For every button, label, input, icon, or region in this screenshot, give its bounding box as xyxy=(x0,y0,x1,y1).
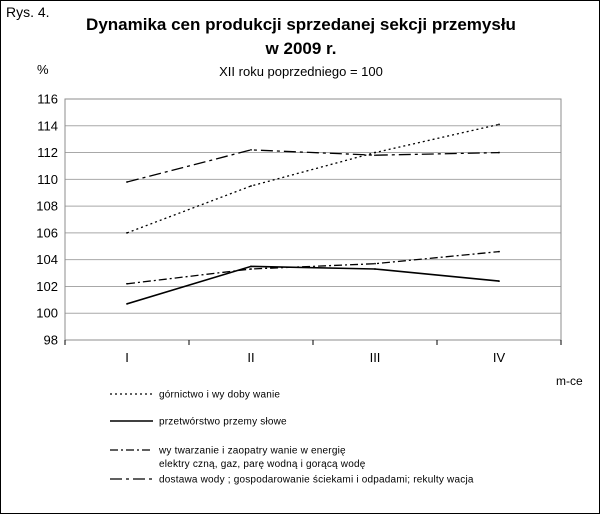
series-3-point-I xyxy=(126,282,128,285)
y-tick-label-108: 108 xyxy=(36,199,58,214)
series-4-point-III xyxy=(374,154,376,157)
y-tick-label-110: 110 xyxy=(37,172,58,187)
series-line-2 xyxy=(126,265,500,305)
series-3-point-III xyxy=(374,262,376,265)
series-1-point-IV xyxy=(498,123,500,126)
y-tick-label-100: 100 xyxy=(36,306,58,321)
y-tick-label-106: 106 xyxy=(36,225,58,240)
y-tick-label-116: 116 xyxy=(37,92,58,107)
series-line-3 xyxy=(126,250,500,285)
series-2-point-II xyxy=(250,265,252,268)
series-4-point-I xyxy=(126,181,128,183)
series-3-point-IV xyxy=(498,250,500,253)
series-2-point-I xyxy=(126,302,128,305)
series-line-1 xyxy=(126,123,500,234)
y-tick-label-114: 114 xyxy=(37,118,58,133)
series-4-point-IV xyxy=(498,151,500,154)
legend-label-2: przetwórstwo przemy słowe xyxy=(159,417,287,428)
series-2-point-IV xyxy=(498,280,500,282)
legend-label-3-line2: elektry czną, gaz, parę wodną i gorącą w… xyxy=(159,459,366,470)
x-tick-label-III: III xyxy=(370,350,381,365)
y-tick-label-104: 104 xyxy=(36,252,58,267)
legend-label-4: dostawa wody ; gospodarowanie ściekami i… xyxy=(159,475,474,486)
legend-label-1: górnictwo i wy doby wanie xyxy=(159,390,280,401)
series-3-point-II xyxy=(250,268,252,270)
y-tick-label-98: 98 xyxy=(44,333,58,348)
series-line-4 xyxy=(126,149,500,183)
x-tick-label-I: I xyxy=(125,350,129,365)
x-tick-label-II: II xyxy=(247,350,254,365)
y-tick-label-102: 102 xyxy=(36,279,58,294)
series-1-point-III xyxy=(374,151,376,154)
x-axis-label: m-ce xyxy=(556,374,583,388)
series-4-point-II xyxy=(250,148,252,151)
chart-title-line2: w 2009 r. xyxy=(265,39,337,58)
series-1-point-II xyxy=(250,185,252,187)
y-axis-label: % xyxy=(37,62,49,77)
series-2-point-III xyxy=(374,268,376,270)
y-tick-label-112: 112 xyxy=(37,145,58,160)
legend-label-3: wy twarzanie i zaopatry wanie w energię xyxy=(158,446,346,457)
series-1-point-I xyxy=(126,231,128,234)
plot-area-border xyxy=(64,98,562,341)
chart-subtitle: XII roku poprzedniego = 100 xyxy=(219,64,383,79)
figure-label: Rys. 4. xyxy=(6,4,50,20)
chart-title: Dynamika cen produkcji sprzedanej sekcji… xyxy=(86,15,516,34)
x-tick-label-IV: IV xyxy=(493,350,506,365)
